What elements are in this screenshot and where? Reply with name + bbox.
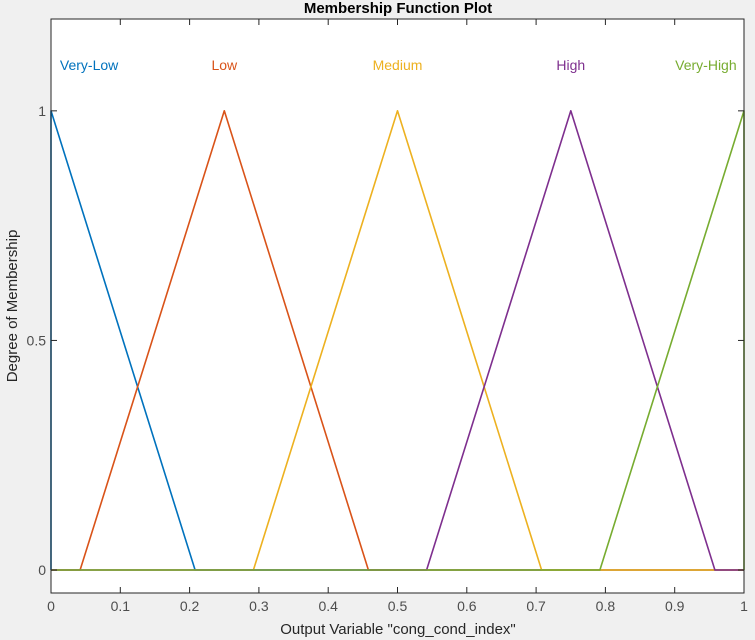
mf-label-medium: Medium	[373, 57, 423, 73]
x-tick-label: 0.8	[596, 598, 616, 614]
x-tick-label: 0	[47, 598, 55, 614]
x-tick-label: 0.5	[388, 598, 408, 614]
x-tick-label: 1	[740, 598, 748, 614]
chart-title: Membership Function Plot	[304, 0, 492, 17]
y-tick-label: 0.5	[27, 332, 47, 348]
series-layer	[50, 110, 745, 571]
x-axis-label: Output Variable "cong_cond_index"	[280, 621, 516, 638]
x-tick-label: 0.1	[111, 598, 131, 614]
mf-label-layer: Very-Low Low Medium High Very-High	[60, 57, 737, 73]
y-axis-label: Degree of Membership	[4, 230, 21, 383]
mf-label-very-high: Very-High	[675, 57, 736, 73]
mf-label-high: High	[556, 57, 585, 73]
x-tick-label: 0.4	[318, 598, 338, 614]
mf-label-very-low: Very-Low	[60, 57, 119, 73]
tick-layer: 0 0.1 0.2 0.3 0.4 0.5 0.6 0.7 0.8 0.9 1 0 0.5 1	[27, 19, 748, 614]
plot-area	[51, 19, 744, 593]
x-tick-label: 0.9	[665, 598, 685, 614]
x-tick-label: 0.3	[249, 598, 269, 614]
mf-label-low: Low	[211, 57, 238, 73]
y-tick-label: 1	[38, 103, 46, 119]
x-tick-label: 0.2	[180, 598, 200, 614]
x-tick-label: 0.6	[457, 598, 477, 614]
x-tick-label: 0.7	[526, 598, 546, 614]
y-tick-label: 0	[38, 562, 46, 578]
